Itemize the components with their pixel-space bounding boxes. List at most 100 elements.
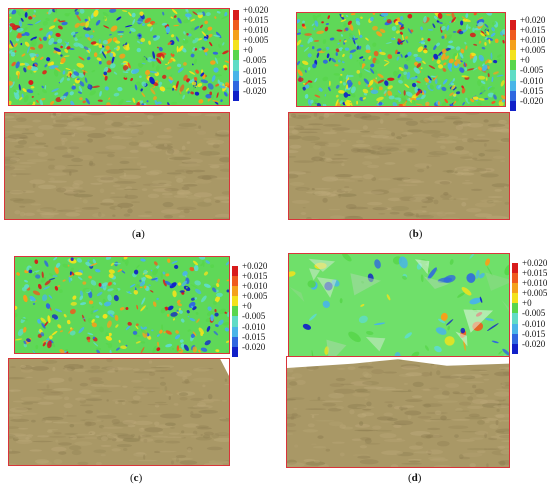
colorbar-swatch: [233, 10, 239, 21]
colorbar-label: -0.010: [522, 318, 546, 329]
colorbar-row: -0.010: [510, 76, 550, 91]
colorbar-row: -0.015: [233, 76, 285, 91]
colorbar-swatch: [512, 343, 518, 354]
colorbar-swatch: [510, 40, 516, 51]
colorbar-swatch: [233, 80, 239, 91]
colorbar-label: -0.010: [243, 65, 267, 76]
colorbar-label: -0.010: [242, 321, 266, 332]
surface-photo-b: [288, 112, 510, 220]
colorbar-swatch: [232, 306, 238, 317]
colorbar-label: -0.005: [243, 55, 267, 66]
colorbar-row: +0.010: [232, 281, 284, 297]
colorbar-label: +0.010: [242, 281, 268, 292]
surface-photo-c-graphic: [9, 359, 229, 465]
colorbar-label: +0: [243, 45, 253, 56]
colorbar-swatch: [233, 50, 239, 61]
deviation-map-c: [14, 256, 230, 354]
colorbar-label: -0.020: [242, 341, 266, 352]
colorbar-label: +0.010: [520, 35, 546, 46]
colorbar-row: +0: [512, 298, 550, 314]
colorbar-row: +0: [233, 45, 285, 61]
colorbar-swatch: [512, 333, 518, 344]
deviation-map-b-graphic: [297, 13, 505, 106]
colorbar-swatch: [232, 276, 238, 287]
colorbar-label: +0.015: [522, 268, 548, 279]
colorbar-swatch: [510, 50, 516, 61]
colorbar-row: +0.005: [233, 35, 285, 51]
colorbar-label: +0.020: [243, 5, 269, 15]
colorbar-row: -0.005: [233, 55, 285, 71]
colorbar-row: +0.010: [233, 25, 285, 41]
colorbar-swatch: [512, 263, 518, 274]
colorbar-swatch: [233, 20, 239, 31]
colorbar-swatch: [510, 70, 516, 81]
colorbar-row: -0.020: [510, 96, 550, 111]
colorbar-row: +0.005: [232, 291, 284, 307]
colorbar-label: -0.015: [242, 331, 266, 342]
deviation-map-a: [8, 8, 230, 106]
colorbar-label: -0.015: [522, 328, 546, 339]
colorbar-swatch: [232, 286, 238, 297]
colorbar-swatch: [510, 90, 516, 101]
colorbar-label: +0.020: [522, 258, 548, 268]
colorbar-label: +0: [242, 301, 252, 312]
caption-a: (a): [132, 228, 145, 240]
colorbar-row: +0: [510, 55, 550, 71]
colorbar-row: -0.020: [233, 86, 285, 101]
surface-photo-c: [8, 358, 230, 466]
colorbar-swatch: [232, 316, 238, 327]
deviation-map-c-graphic: [15, 257, 229, 353]
colorbar-label: -0.020: [520, 95, 544, 106]
colorbar-swatch: [233, 90, 239, 101]
colorbar-row: +0.010: [512, 278, 550, 294]
deviation-map-d: [288, 253, 510, 357]
colorbar-swatch: [512, 293, 518, 304]
colorbar-row: -0.020: [512, 339, 550, 354]
colorbar-label: +0.005: [243, 35, 269, 46]
colorbar-row: -0.010: [233, 66, 285, 81]
colorbar-swatch: [512, 313, 518, 324]
colorbar-row: -0.015: [510, 86, 550, 101]
colorbar-label: +0.020: [242, 261, 268, 271]
colorbar-row: -0.015: [512, 329, 550, 344]
colorbar-swatch: [232, 346, 238, 357]
colorbar-a: +0.020 +0.015 +0.010 +0.005 +0 -0.005 -0.010 -0…: [233, 5, 285, 101]
colorbar-label: -0.020: [522, 338, 546, 349]
colorbar-swatch: [233, 60, 239, 71]
caption-b: (b): [409, 228, 423, 240]
deviation-map-d-graphic: [289, 254, 509, 356]
colorbar-row: +0.015: [232, 271, 284, 287]
surface-photo-a-graphic: [5, 113, 229, 219]
colorbar-row: +0.020: [510, 15, 550, 31]
colorbar-row: -0.010: [232, 322, 284, 337]
colorbar-row: +0.020: [233, 5, 285, 21]
colorbar-label: +0.015: [243, 15, 269, 26]
colorbar-label: +0.005: [520, 45, 546, 56]
surface-photo-a: [4, 112, 230, 220]
colorbar-swatch: [510, 20, 516, 31]
colorbar-row: -0.005: [510, 65, 550, 81]
colorbar-swatch: [233, 40, 239, 51]
surface-photo-b-graphic: [289, 113, 509, 219]
colorbar-row: +0.015: [510, 25, 550, 41]
colorbar-swatch: [512, 273, 518, 284]
colorbar-swatch: [232, 266, 238, 277]
colorbar-swatch: [512, 283, 518, 294]
colorbar-label: +0: [520, 55, 530, 66]
colorbar-label: +0.010: [243, 25, 269, 36]
colorbar-label: +0.015: [242, 271, 268, 282]
colorbar-c: +0.020 +0.015 +0.010 +0.005 +0 -0.005 -0.010 -0…: [232, 261, 284, 357]
deviation-map-b: [296, 12, 506, 107]
colorbar-label: +0: [522, 298, 532, 309]
surface-photo-d-graphic: [287, 357, 509, 467]
colorbar-row: +0.020: [232, 261, 284, 277]
colorbar-row: -0.015: [232, 332, 284, 347]
colorbar-d: +0.020 +0.015 +0.010 +0.005 +0 -0.005 -0.010 -0…: [512, 258, 550, 354]
colorbar-label: -0.005: [242, 311, 266, 322]
colorbar-row: -0.005: [512, 308, 550, 324]
colorbar-row: -0.010: [512, 319, 550, 334]
colorbar-swatch: [232, 336, 238, 347]
colorbar-swatch: [510, 30, 516, 41]
colorbar-swatch: [510, 60, 516, 71]
colorbar-label: +0.015: [520, 25, 546, 36]
